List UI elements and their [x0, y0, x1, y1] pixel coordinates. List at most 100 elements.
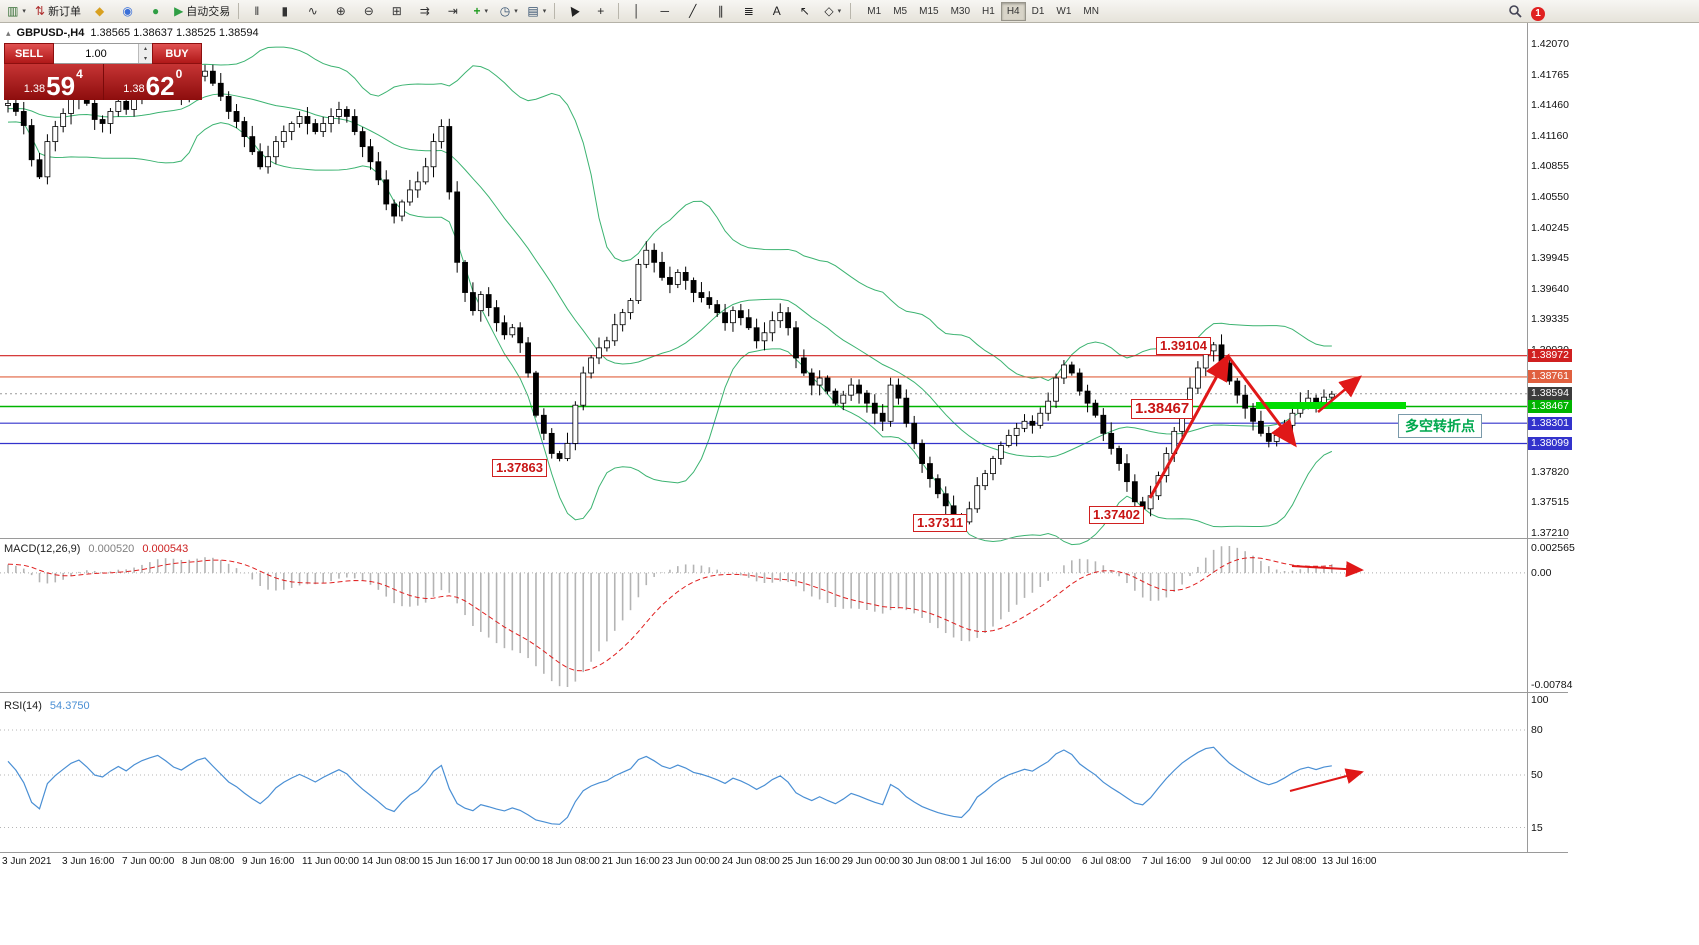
price-axis-badge: 1.38761 [1528, 370, 1572, 384]
periods-button[interactable]: ◷ ▾ [495, 1, 522, 22]
new-chart-button[interactable]: ▥ ▾ [3, 1, 30, 22]
new-chart-icon: ▥ [7, 4, 19, 18]
price-callout[interactable]: 1.37311 [913, 514, 968, 532]
fibonacci-button[interactable]: ≣ [735, 1, 762, 22]
price-axis-label: 1.37515 [1531, 496, 1569, 509]
vertical-line-button[interactable]: │ [623, 1, 650, 22]
timeframe-mn[interactable]: MN [1083, 5, 1099, 17]
profiles-button[interactable]: ◆ [86, 1, 113, 22]
macd-signal-value: 0.000543 [142, 543, 189, 555]
metaeditor-button[interactable]: ◉ [114, 1, 141, 22]
one-click-prices-row: 1.38 59 4 1.38 62 0 [4, 64, 202, 100]
time-axis-label: 3 Jun 16:00 [62, 856, 115, 867]
timeframe-m30[interactable]: M30 [950, 5, 971, 17]
sell-button[interactable]: SELL [4, 43, 54, 64]
tile-windows-button[interactable]: ⊞ [383, 1, 410, 22]
templates-button[interactable]: ▤ ▾ [523, 1, 550, 22]
price-axis-label: 1.40550 [1531, 190, 1569, 203]
shapes-button[interactable]: ◇ ▾ [819, 1, 846, 22]
toolbar-separator [238, 3, 240, 19]
macd-label: MACD(12,26,9) 0.000520 0.000543 [4, 543, 188, 555]
notification-badge[interactable]: 1 [1531, 6, 1545, 21]
chart-shift-icon: ⇥ [447, 4, 458, 18]
auto-scroll-button[interactable]: ⇉ [411, 1, 438, 22]
bull-bear-turning-point-note[interactable]: 多空转折点 [1398, 414, 1482, 438]
time-axis-label: 11 Jun 00:00 [302, 856, 360, 867]
rsi-label: RSI(14) 54.3750 [4, 700, 90, 712]
bid-price-display[interactable]: 1.38 59 4 [4, 64, 104, 100]
trend-arrow-4[interactable] [1291, 561, 1364, 578]
arrows-tool-button[interactable]: ↖ [791, 1, 818, 22]
trend-arrow-3[interactable] [1317, 375, 1362, 413]
quote-panel-toggle-icon[interactable]: ▴ [6, 27, 11, 38]
price-axis-label: 1.41460 [1531, 99, 1569, 112]
options-button[interactable]: ● [142, 1, 169, 22]
timeframe-m1[interactable]: M1 [867, 5, 882, 17]
macd-axis-min: -0.00784 [1531, 679, 1573, 691]
crosshair-button[interactable]: + [587, 1, 614, 22]
green-highlight-bar[interactable] [1256, 402, 1406, 409]
time-axis-label: 9 Jul 00:00 [1202, 856, 1251, 867]
time-axis-label: 6 Jul 08:00 [1082, 856, 1131, 867]
search-icon[interactable] [1508, 4, 1522, 23]
price-callout[interactable]: 1.37863 [492, 459, 547, 477]
price-axis-badge: 1.38099 [1528, 437, 1572, 451]
autotrading-icon: ▶ [174, 4, 184, 18]
bars-chart-button[interactable]: ‖ [243, 1, 270, 22]
symbol-period-label: GBPUSD-,H4 [16, 27, 85, 39]
timeframe-m5[interactable]: M5 [893, 5, 908, 17]
indicators-button[interactable]: + ▾ [467, 1, 494, 22]
candlestick-chart-button[interactable]: ▮ [271, 1, 298, 22]
toolbar-right-group: 1 [1508, 4, 1545, 23]
line-chart-icon: ∿ [307, 4, 318, 18]
price-callout[interactable]: 1.38467 [1131, 399, 1194, 419]
timeframe-h4[interactable]: H4 [1000, 1, 1026, 21]
auto-scroll-icon: ⇉ [419, 4, 430, 18]
volume-input[interactable] [54, 44, 138, 63]
timeframe-h1[interactable]: H1 [982, 5, 995, 17]
panel-separators [0, 22, 1568, 853]
crosshair-icon: + [597, 4, 605, 18]
volume-down-button[interactable]: ▾ [139, 53, 152, 63]
timeframe-m15[interactable]: M15 [919, 5, 939, 17]
macd-signal-line [7, 557, 1332, 672]
timeframe-d1[interactable]: D1 [1031, 5, 1045, 17]
autotrading-button[interactable]: ▶ 自动交易 [170, 1, 234, 22]
timeframe-w1[interactable]: W1 [1056, 5, 1072, 17]
zoom-out-button[interactable]: ⊖ [355, 1, 382, 22]
trend-arrow-5[interactable] [1289, 768, 1364, 792]
price-callout[interactable]: 1.39104 [1156, 337, 1211, 355]
macd-main-value: 0.000520 [88, 543, 135, 555]
price-axis-label: 1.40855 [1531, 160, 1569, 173]
zoom-in-button[interactable]: ⊕ [327, 1, 354, 22]
trendline-button[interactable]: ╱ [679, 1, 706, 22]
horizontal-line-button[interactable]: ─ [651, 1, 678, 22]
chart-info-line: ▴ GBPUSD-,H4 1.38565 1.38637 1.38525 1.3… [6, 27, 259, 39]
new-order-button[interactable]: ⇅ 新订单 [31, 1, 85, 22]
time-axis-label: 13 Jul 16:00 [1322, 856, 1377, 867]
toolbar-separator [618, 3, 620, 19]
time-axis-label: 18 Jun 08:00 [542, 856, 600, 867]
buy-button[interactable]: BUY [152, 43, 202, 64]
chart-shift-button[interactable]: ⇥ [439, 1, 466, 22]
trend-arrow-2[interactable] [1226, 355, 1297, 448]
trend-arrow-1[interactable] [1148, 353, 1230, 499]
timeframe-bar: M1 M5 M15 M30 H1 H4 D1 W1 MN [861, 1, 1105, 21]
text-tool-button[interactable]: A [763, 1, 790, 22]
line-chart-button[interactable]: ∿ [299, 1, 326, 22]
bid-price-sup: 4 [76, 67, 83, 81]
metaeditor-icon: ◉ [122, 4, 133, 18]
bollinger-upper [7, 46, 1332, 382]
price-callout[interactable]: 1.37402 [1089, 506, 1144, 524]
price-axis-badge: 1.38594 [1528, 387, 1572, 401]
cursor-button[interactable]: ▶ [559, 1, 586, 22]
ohlc-values: 1.38565 1.38637 1.38525 1.38594 [90, 27, 259, 39]
ask-price-display[interactable]: 1.38 62 0 [103, 64, 202, 100]
time-axis-label: 7 Jun 00:00 [122, 856, 175, 867]
toolbar-separator [850, 3, 852, 19]
time-axis-label: 25 Jun 16:00 [782, 856, 840, 867]
equidistant-channel-button[interactable]: ∥ [707, 1, 734, 22]
periods-icon: ◷ [499, 4, 511, 18]
volume-up-button[interactable]: ▴ [139, 44, 152, 54]
